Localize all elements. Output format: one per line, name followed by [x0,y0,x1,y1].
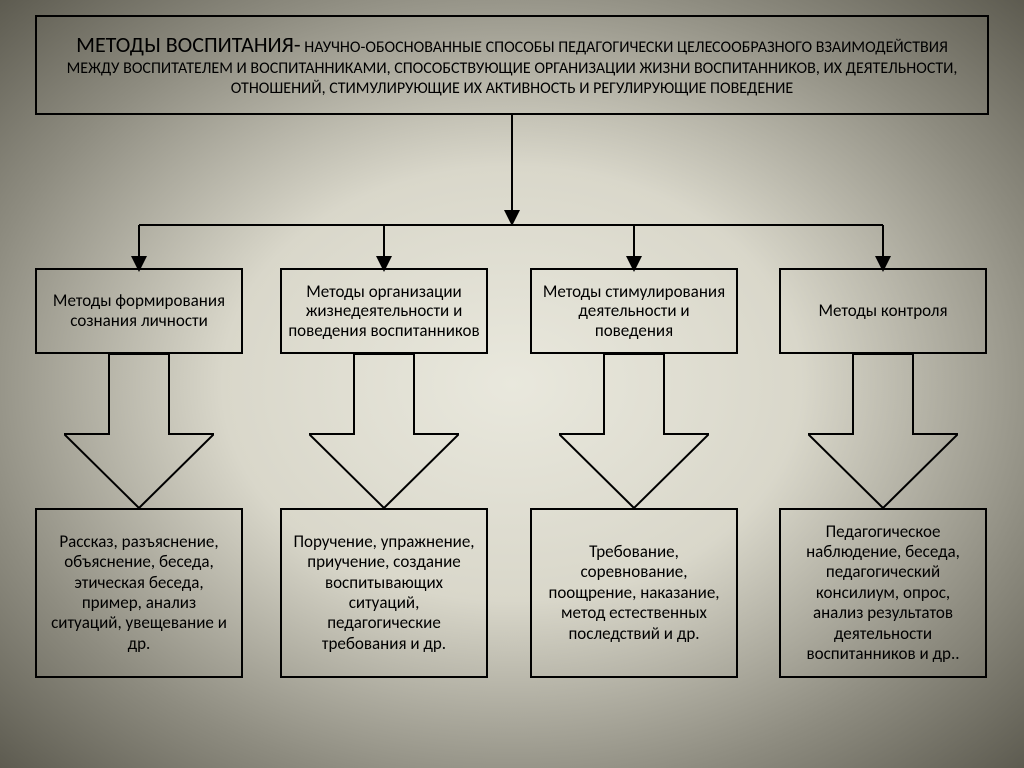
category-label: Методы организации жизнедеятельности и п… [288,282,480,341]
category-label: Методы стимулирования деятельности и пов… [538,282,730,341]
description-text: Требование, соревнование, поощрение, нак… [540,542,728,644]
block-arrow-4-icon [808,354,958,508]
description-box-1: Рассказ, разъяснение, объяснение, беседа… [35,508,243,678]
category-box-3: Методы стимулирования деятельности и пов… [530,268,738,354]
block-arrow-2-icon [309,354,459,508]
block-arrow-1-icon [64,354,214,508]
category-label: Методы формирования сознания личности [43,291,235,330]
header-text: МЕТОДЫ ВОСПИТАНИЯ- НАУЧНО-ОБОСНОВАННЫЕ С… [57,31,967,99]
description-text: Рассказ, разъяснение, объяснение, беседа… [45,532,233,654]
description-text: Педагогическое наблюдение, беседа, педаг… [789,522,977,665]
description-text: Поручение, упражнение, приучение, создан… [290,532,478,654]
category-box-4: Методы контроля [779,268,987,354]
category-label: Методы контроля [818,301,947,321]
category-box-2: Методы организации жизнедеятельности и п… [280,268,488,354]
block-arrow-3-icon [559,354,709,508]
description-box-2: Поручение, упражнение, приучение, создан… [280,508,488,678]
header-title: МЕТОДЫ ВОСПИТАНИЯ- [76,31,300,58]
header-definition-box: МЕТОДЫ ВОСПИТАНИЯ- НАУЧНО-ОБОСНОВАННЫЕ С… [35,15,989,115]
description-box-3: Требование, соревнование, поощрение, нак… [530,508,738,678]
description-box-4: Педагогическое наблюдение, беседа, педаг… [779,508,987,678]
category-box-1: Методы формирования сознания личности [35,268,243,354]
